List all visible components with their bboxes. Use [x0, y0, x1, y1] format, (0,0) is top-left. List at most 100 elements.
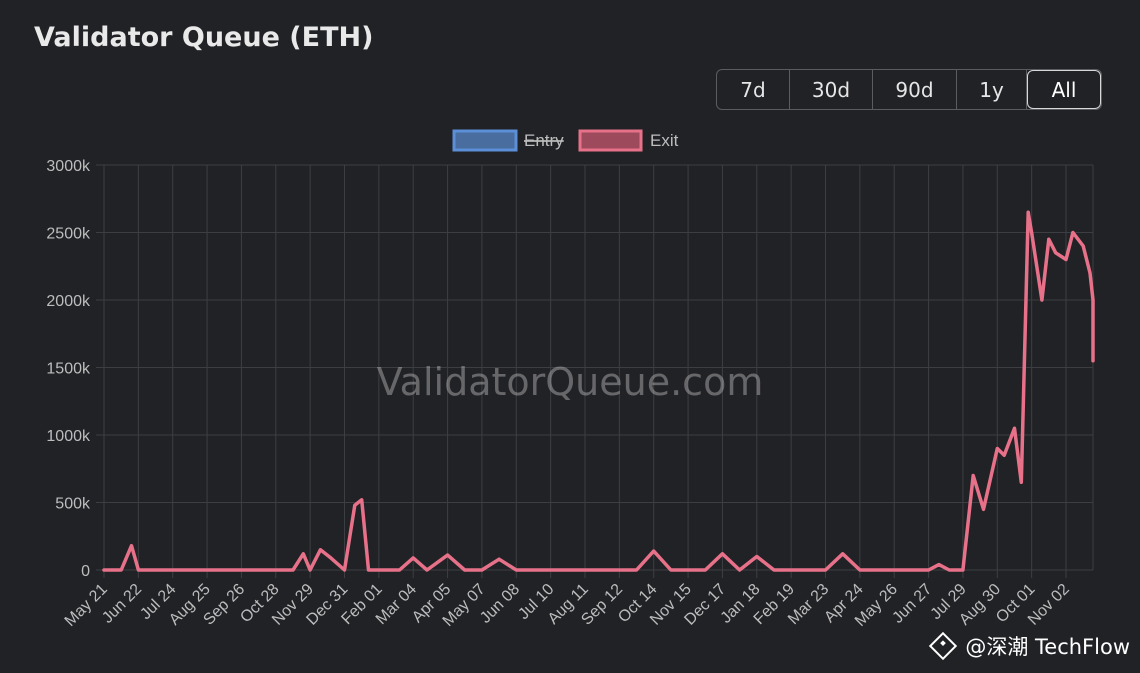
x-tick-label: Jun 08 — [477, 581, 523, 627]
legend-entry[interactable]: Entry — [452, 129, 564, 152]
range-7d-button[interactable]: 7d — [717, 70, 790, 109]
range-90d-button[interactable]: 90d — [873, 70, 957, 109]
y-axis-ticks: 0 500k 1000k 1500k 2000k 2500k 3000k — [46, 158, 91, 580]
legend-exit[interactable]: Exit — [578, 129, 679, 152]
range-30d-button[interactable]: 30d — [790, 70, 873, 109]
data-point — [463, 568, 467, 572]
data-point — [360, 498, 364, 502]
data-point — [909, 568, 913, 572]
data-point — [239, 568, 243, 572]
binance-logo-icon — [929, 631, 958, 661]
page-title: Validator Queue (ETH) — [34, 22, 374, 53]
data-point — [947, 568, 951, 572]
data-point — [398, 568, 401, 572]
x-tick-label: Jun 27 — [889, 581, 935, 627]
data-point — [353, 503, 357, 507]
data-point — [892, 568, 896, 572]
data-point — [171, 568, 175, 572]
data-point — [1054, 251, 1058, 255]
data-point — [1047, 237, 1051, 241]
data-point — [1040, 298, 1044, 302]
data-point — [927, 568, 931, 572]
data-point — [130, 544, 133, 548]
data-point — [136, 568, 140, 572]
data-point — [1064, 258, 1068, 261]
data-point — [1026, 210, 1030, 214]
legend-exit-label: Exit — [650, 131, 679, 150]
data-point — [1030, 231, 1034, 234]
data-point — [446, 553, 450, 557]
data-point — [755, 555, 759, 558]
data-point — [301, 552, 305, 556]
data-point — [1081, 244, 1085, 248]
data-point — [635, 568, 638, 572]
data-point — [686, 568, 690, 572]
data-point — [377, 568, 381, 572]
data-point — [154, 568, 157, 572]
data-point — [1091, 298, 1095, 302]
y-tick-label: 0 — [81, 563, 90, 580]
data-point — [1088, 271, 1092, 275]
data-point — [318, 548, 322, 552]
data-point — [205, 568, 209, 572]
data-point — [274, 568, 278, 572]
data-point — [1013, 426, 1016, 430]
y-tick-label: 3000k — [46, 158, 91, 175]
series-layer — [102, 210, 1095, 572]
chart-legend: Entry Exit — [452, 129, 679, 152]
data-point — [858, 568, 862, 572]
data-point — [669, 568, 673, 572]
data-point — [961, 568, 965, 572]
data-point — [308, 568, 312, 572]
data-point — [1071, 231, 1075, 234]
data-point — [652, 549, 656, 553]
data-point — [806, 568, 810, 572]
data-point — [119, 568, 123, 572]
data-point — [549, 568, 553, 572]
data-point — [772, 568, 776, 572]
data-point — [824, 568, 827, 572]
data-point — [971, 474, 975, 477]
range-1y-button[interactable]: 1y — [957, 70, 1027, 109]
data-point — [583, 568, 587, 572]
grid — [96, 164, 1094, 578]
data-point — [367, 568, 370, 572]
data-point — [1002, 453, 1006, 457]
data-point — [1019, 480, 1023, 484]
data-point — [875, 568, 879, 572]
x-tick-label: Jun 22 — [99, 581, 145, 627]
data-point — [1091, 359, 1095, 363]
legend-exit-swatch — [578, 129, 643, 152]
time-range-selector: 7d 30d 90d 1y All — [716, 69, 1102, 110]
corner-watermark-text: @深潮 TechFlow — [965, 635, 1130, 659]
data-point — [497, 557, 501, 561]
data-point — [425, 568, 429, 572]
y-tick-label: 2500k — [46, 226, 91, 243]
data-point — [291, 568, 295, 572]
data-point — [720, 552, 724, 556]
corner-watermark: @深潮 TechFlow — [929, 631, 1130, 661]
legend-entry-label: Entry — [524, 131, 564, 150]
data-point — [343, 568, 346, 572]
data-point — [102, 568, 106, 572]
data-point — [841, 552, 845, 556]
y-tick-label: 2000k — [46, 293, 91, 310]
data-point — [789, 568, 793, 572]
data-point — [387, 568, 391, 572]
data-point — [703, 568, 707, 572]
data-point — [617, 568, 621, 572]
data-point — [738, 568, 742, 572]
data-point — [329, 556, 333, 560]
series-line-exit — [102, 210, 1095, 572]
y-tick-label: 1500k — [46, 361, 91, 378]
legend-entry-swatch — [452, 129, 518, 152]
range-all-button[interactable]: All — [1027, 70, 1101, 109]
y-tick-label: 500k — [55, 496, 91, 513]
x-tick-label: May 21 — [62, 581, 111, 630]
data-point — [480, 568, 484, 572]
y-tick-label: 1000k — [46, 428, 91, 445]
data-point — [937, 563, 941, 567]
data-point — [514, 568, 518, 572]
